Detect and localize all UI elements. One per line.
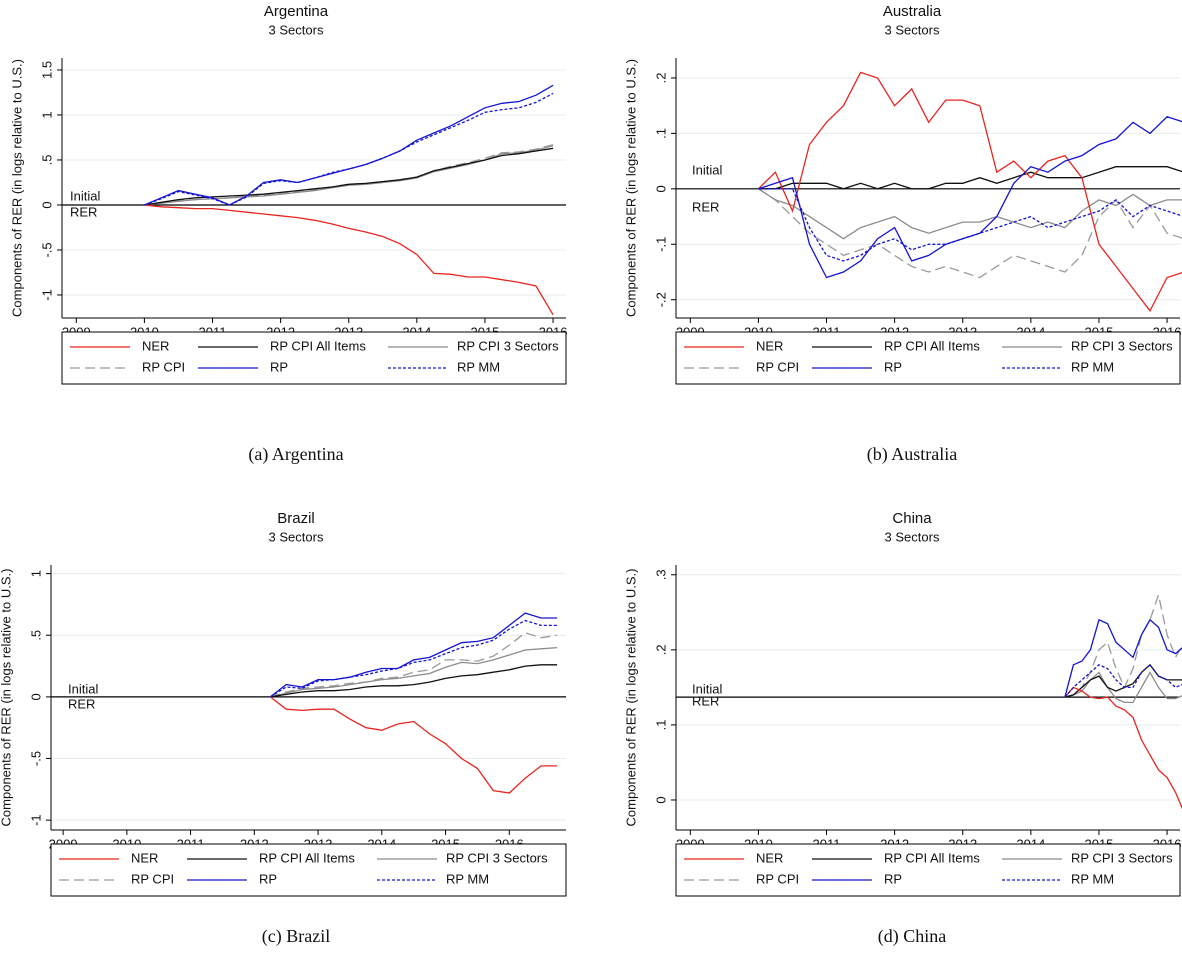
legend-label: RP CPI	[756, 871, 799, 886]
series-line	[758, 188, 1182, 279]
legend-label: RP CPI All Items	[259, 850, 355, 865]
y-tick-label: -.1	[653, 237, 668, 252]
legend-label: RP CPI All Items	[884, 338, 980, 353]
chart-title: Brazil	[277, 510, 315, 527]
series-line	[270, 646, 558, 698]
legend-label: RP	[884, 359, 902, 374]
y-axis-label: Components of RER (in logs relative to U…	[9, 59, 24, 317]
y-axis-label: Components of RER (in logs relative to U…	[623, 569, 638, 827]
series-line	[144, 92, 554, 206]
legend-label: RP MM	[1071, 871, 1114, 886]
caption: (c) Brazil	[262, 926, 330, 947]
series-line	[269, 696, 558, 794]
legend-label: RP CPI	[756, 359, 799, 374]
series-line	[757, 71, 1182, 313]
y-tick-label: .1	[653, 128, 668, 139]
y-tick-label: 1	[39, 111, 54, 118]
chart-title: China	[892, 510, 932, 527]
series-line	[270, 632, 558, 698]
y-tick-label: .1	[653, 719, 668, 730]
y-tick-label: .2	[653, 644, 668, 655]
annotation: RER	[68, 696, 95, 711]
legend-label: NER	[131, 850, 158, 865]
chart-title: Argentina	[264, 3, 329, 20]
y-tick-label: -1	[39, 289, 54, 301]
legend-label: RP	[884, 871, 902, 886]
legend-label: RP	[270, 359, 288, 374]
legend-label: NER	[756, 338, 783, 353]
y-axis-label: Components of RER (in logs relative to U…	[0, 569, 13, 827]
chart-subtitle: 3 Sectors	[269, 22, 324, 37]
legend-label: RP CPI	[142, 359, 185, 374]
legend-label: RP MM	[446, 871, 489, 886]
y-tick-label: -1	[28, 814, 43, 826]
legend-label: RP CPI 3 Sectors	[1071, 850, 1173, 865]
y-tick-label: -.5	[28, 751, 43, 766]
chart-subtitle: 3 Sectors	[885, 529, 940, 544]
annotation: Initial	[692, 162, 722, 177]
legend-label: NER	[142, 338, 169, 353]
series-line	[269, 612, 558, 698]
y-tick-label: .5	[28, 630, 43, 641]
chart-subtitle: 3 Sectors	[269, 529, 324, 544]
annotation: RER	[70, 204, 97, 219]
series-line	[1064, 592, 1182, 698]
legend-label: RP CPI 3 Sectors	[457, 338, 559, 353]
y-tick-label: -.5	[39, 242, 54, 257]
legend-label: RP CPI All Items	[270, 338, 366, 353]
series-line	[269, 619, 558, 698]
series-line	[1064, 663, 1182, 698]
chart-subtitle: 3 Sectors	[885, 22, 940, 37]
legend-label: RP MM	[457, 359, 500, 374]
y-tick-label: .2	[653, 73, 668, 84]
caption: (d) China	[878, 926, 946, 947]
legend-label: RP CPI All Items	[884, 850, 980, 865]
y-tick-label: .5	[39, 155, 54, 166]
series-line	[758, 166, 1182, 190]
annotation: Initial	[692, 682, 722, 697]
series-line	[1064, 686, 1182, 810]
series-line	[144, 84, 554, 206]
annotation: RER	[692, 199, 719, 214]
y-axis-label: Components of RER (in logs relative to U…	[623, 59, 638, 317]
y-tick-label: 0	[28, 693, 43, 700]
series-line	[270, 664, 558, 698]
series-line	[144, 147, 554, 206]
legend-label: RP MM	[1071, 359, 1114, 374]
legend-label: NER	[756, 850, 783, 865]
y-tick-label: 1	[28, 570, 43, 577]
series-line	[758, 188, 1182, 240]
y-tick-label: .3	[653, 569, 668, 580]
y-tick-label: 0	[653, 185, 668, 192]
legend-label: RP CPI	[131, 871, 174, 886]
legend-box	[61, 331, 567, 385]
y-tick-label: -.2	[653, 292, 668, 307]
y-tick-label: 1.5	[39, 61, 54, 79]
legend-box	[675, 843, 1181, 897]
annotation: Initial	[68, 681, 98, 696]
caption: (b) Australia	[867, 444, 957, 465]
legend-label: RP CPI 3 Sectors	[1071, 338, 1173, 353]
legend-box	[675, 331, 1181, 385]
legend-label: RP	[259, 871, 277, 886]
series-line	[1064, 618, 1182, 698]
chart-title: Australia	[883, 3, 942, 20]
annotation: RER	[692, 694, 719, 709]
series-line	[1064, 671, 1182, 704]
y-tick-label: 0	[39, 201, 54, 208]
legend-box	[50, 843, 567, 897]
annotation: Initial	[70, 188, 100, 203]
y-tick-label: 0	[653, 796, 668, 803]
legend-label: RP CPI 3 Sectors	[446, 850, 548, 865]
series-line	[758, 116, 1182, 279]
series-line	[144, 204, 554, 316]
caption: (a) Argentina	[248, 444, 343, 465]
